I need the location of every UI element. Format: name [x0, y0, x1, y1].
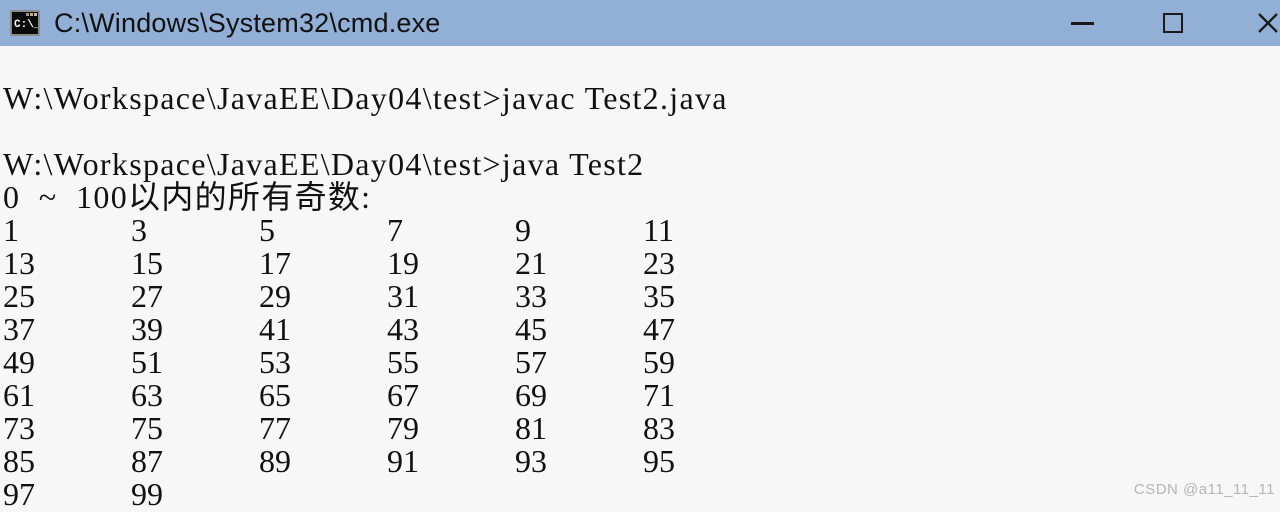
number-cell: 85 [3, 443, 35, 479]
number-cell: 37 [3, 311, 35, 347]
close-button[interactable] [1238, 0, 1280, 46]
number-cell: 31 [387, 278, 419, 314]
number-cell: 99 [131, 476, 163, 512]
number-cell: 87 [131, 443, 163, 479]
number-cell: 79 [387, 410, 419, 446]
number-cell: 73 [3, 410, 35, 446]
number-cell: 53 [259, 344, 291, 380]
number-cell: 43 [387, 311, 419, 347]
number-cell: 41 [259, 311, 291, 347]
number-cell: 75 [131, 410, 163, 446]
output-header: 0 ~ 100以内的所有奇数: [3, 179, 372, 215]
number-cell: 95 [643, 443, 675, 479]
close-icon [1258, 13, 1278, 33]
blank-line [3, 115, 1280, 148]
number-cell: 81 [515, 410, 547, 446]
watermark: CSDN @a11_11_11 [1133, 481, 1275, 498]
number-cell: 69 [515, 377, 547, 413]
window-title: C:\Windows\System32\cmd.exe [54, 7, 441, 38]
number-cell: 13 [3, 245, 35, 281]
number-cell: 51 [131, 344, 163, 380]
number-cell: 49 [3, 344, 35, 380]
number-cell: 29 [259, 278, 291, 314]
number-cell: 39 [131, 311, 163, 347]
number-cell: 27 [131, 278, 163, 314]
number-cell: 45 [515, 311, 547, 347]
minimize-icon [1070, 21, 1094, 25]
cmd-icon-text: C:\_ [14, 19, 40, 31]
odd-numbers-grid: 1 3 5 7 9 11 13 15 17 19 21 23 25 27 29 31 33 35 37 39 41 43 4… [3, 214, 771, 511]
number-cell: 15 [131, 245, 163, 281]
number-cell: 21 [515, 245, 547, 281]
number-cell: 23 [643, 245, 675, 281]
number-cell: 35 [643, 278, 675, 314]
number-cell: 11 [643, 212, 674, 248]
cmd-icon[interactable]: C:\_ [10, 10, 40, 36]
number-cell: 1 [3, 212, 19, 248]
terminal-output: W:\Workspace\JavaEE\Day04\test>javac Tes… [0, 46, 1280, 512]
number-cell: 55 [387, 344, 419, 380]
number-cell: 91 [387, 443, 419, 479]
minimize-button[interactable] [1052, 0, 1112, 46]
prompt-line-javac: W:\Workspace\JavaEE\Day04\test>javac Tes… [3, 80, 728, 116]
number-cell: 17 [259, 245, 291, 281]
number-cell: 65 [259, 377, 291, 413]
number-cell: 3 [131, 212, 147, 248]
prompt-line-java: W:\Workspace\JavaEE\Day04\test>java Test… [3, 146, 645, 182]
number-cell: 57 [515, 344, 547, 380]
number-cell: 5 [259, 212, 275, 248]
number-cell: 25 [3, 278, 35, 314]
maximize-button[interactable] [1143, 0, 1203, 46]
number-cell: 97 [3, 476, 35, 512]
maximize-icon [1163, 13, 1183, 33]
number-cell: 47 [643, 311, 675, 347]
titlebar[interactable]: C:\_ C:\Windows\System32\cmd.exe [0, 0, 1280, 46]
number-cell: 93 [515, 443, 547, 479]
number-cell: 9 [515, 212, 531, 248]
number-cell: 19 [387, 245, 419, 281]
number-cell: 61 [3, 377, 35, 413]
number-cell: 89 [259, 443, 291, 479]
number-cell: 33 [515, 278, 547, 314]
number-cell: 67 [387, 377, 419, 413]
number-cell: 7 [387, 212, 403, 248]
number-cell: 83 [643, 410, 675, 446]
number-cell: 63 [131, 377, 163, 413]
number-cell: 77 [259, 410, 291, 446]
number-cell: 71 [643, 377, 675, 413]
cmd-icon-titlebar-dots [26, 13, 37, 16]
number-cell: 59 [643, 344, 675, 380]
